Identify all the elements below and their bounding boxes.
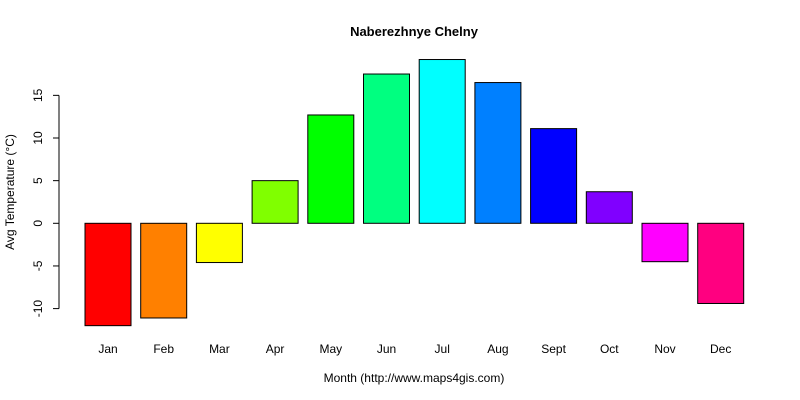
x-tick-label: Jun	[377, 342, 396, 356]
bar-jul	[418, 59, 466, 224]
bar-mar	[195, 222, 243, 264]
x-tick-label: Aug	[487, 342, 508, 356]
x-tick-label: Apr	[266, 342, 285, 356]
y-axis: -10 -5 0 5 10 15	[31, 88, 60, 318]
y-tick-label: -10	[31, 300, 45, 318]
y-tick-label: -5	[31, 260, 45, 271]
x-tick-labels: Jan Feb Mar Apr May Jun Jul Aug Sept Oct Nov Dec	[98, 342, 731, 356]
x-tick-label: Dec	[710, 342, 731, 356]
x-tick-label: Sept	[541, 342, 566, 356]
y-tick-label: 0	[31, 220, 45, 227]
bar-sept	[530, 128, 578, 224]
y-tick-label: 10	[31, 131, 45, 145]
chart-title: Naberezhnye Chelny	[350, 24, 479, 39]
bar-may	[307, 114, 355, 224]
y-tick-label: 5	[31, 177, 45, 184]
bar-jan	[84, 222, 132, 327]
bar-dec	[697, 222, 745, 304]
bar-apr	[251, 180, 299, 224]
y-tick-label: 15	[31, 88, 45, 102]
x-tick-label: Feb	[153, 342, 174, 356]
x-tick-label: Nov	[654, 342, 675, 356]
bar-feb	[140, 222, 188, 319]
x-tick-label: Oct	[600, 342, 619, 356]
x-axis-label: Month (http://www.maps4gis.com)	[324, 371, 505, 385]
x-tick-label: Mar	[209, 342, 230, 356]
bar-nov	[641, 222, 689, 263]
x-tick-label: Jan	[98, 342, 117, 356]
bar-jun	[363, 73, 410, 224]
bars	[84, 59, 745, 327]
bar-oct	[585, 191, 633, 224]
bar-aug	[474, 82, 522, 224]
x-tick-label: Jul	[435, 342, 450, 356]
y-axis-label: Avg Temperature (°C)	[3, 134, 17, 250]
x-tick-label: May	[319, 342, 342, 356]
